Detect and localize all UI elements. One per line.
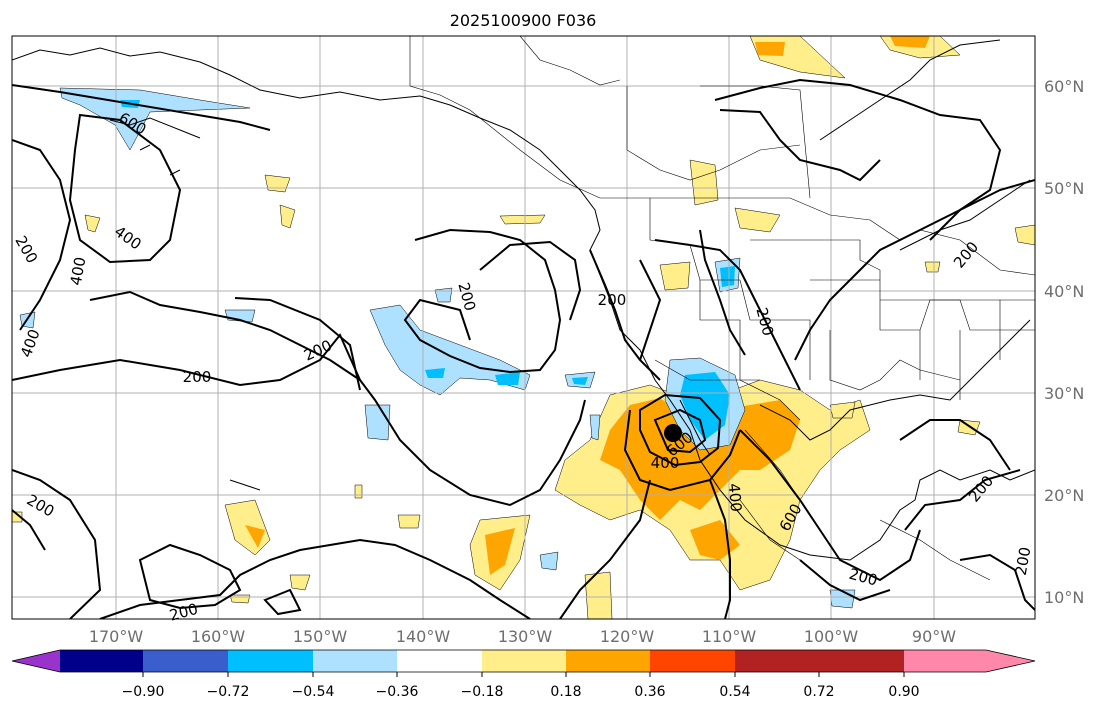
colorbar-segment [482,650,566,672]
lon-tick-label: 170°W [89,627,144,646]
lon-tick-label: 140°W [396,627,451,646]
contour-label: 200 [1012,545,1035,576]
latitude-labels: 60°N 50°N 40°N 30°N 20°N 10°N [1044,77,1084,607]
lon-tick-label: 110°W [702,627,757,646]
lat-tick-label: 40°N [1044,282,1084,301]
colorbar-segment [60,650,143,672]
lat-tick-label: 30°N [1044,384,1084,403]
colorbar-segment [650,650,735,672]
longitude-labels: 170°W 160°W 150°W 140°W 130°W 120°W 110°… [89,627,956,646]
contour-label: 400 [651,454,680,472]
colorbar-tick-label: −0.72 [207,684,250,700]
colorbar-tick-label: 0.54 [719,684,750,700]
colorbar-tick-label: 0.72 [803,684,834,700]
colorbar-segment [313,650,397,672]
colorbar-segment [819,650,904,672]
height-contours [12,78,1035,619]
colorbar-tick-label: 0.36 [634,684,665,700]
colorbar-ticks [142,672,905,677]
low-center-marker [664,424,682,442]
colorbar-segment [143,650,228,672]
map-title: 2025100900 F036 [450,11,597,30]
graticule [12,36,1035,619]
colorbar-segment [228,650,313,672]
lon-tick-label: 130°W [498,627,553,646]
lat-tick-label: 50°N [1044,179,1084,198]
lon-tick-label: 100°W [804,627,859,646]
map-frame [11,35,1036,620]
contour-label: 400 [67,255,90,286]
lon-tick-label: 90°W [912,627,956,646]
lat-tick-label: 60°N [1044,77,1084,96]
colorbar-tick-label: −0.18 [461,684,504,700]
colorbar-extend-high [904,650,1035,672]
colorbar-tick-label: −0.36 [376,684,419,700]
contour-label: 200 [598,291,627,309]
contour-label: 200 [183,368,212,386]
colorbar-segment [735,650,819,672]
colorbar-segment [397,650,482,672]
colorbar-extend-low [12,650,60,672]
lon-tick-label: 120°W [600,627,655,646]
lon-tick-label: 150°W [293,627,348,646]
colorbar: −0.90 −0.72 −0.54 −0.36 −0.18 0.18 0.36 … [11,649,1036,700]
map-area [12,36,1035,619]
colorbar-segment [566,650,650,672]
colorbar-tick-label: −0.90 [122,684,165,700]
colorbar-tick-label: 0.90 [888,684,919,700]
lat-tick-label: 20°N [1044,486,1084,505]
lat-tick-label: 10°N [1044,588,1084,607]
colorbar-tick-label: 0.18 [550,684,581,700]
contour-label: 400 [725,483,745,513]
lon-tick-label: 160°W [191,627,246,646]
colorbar-tick-label: −0.54 [292,684,335,700]
